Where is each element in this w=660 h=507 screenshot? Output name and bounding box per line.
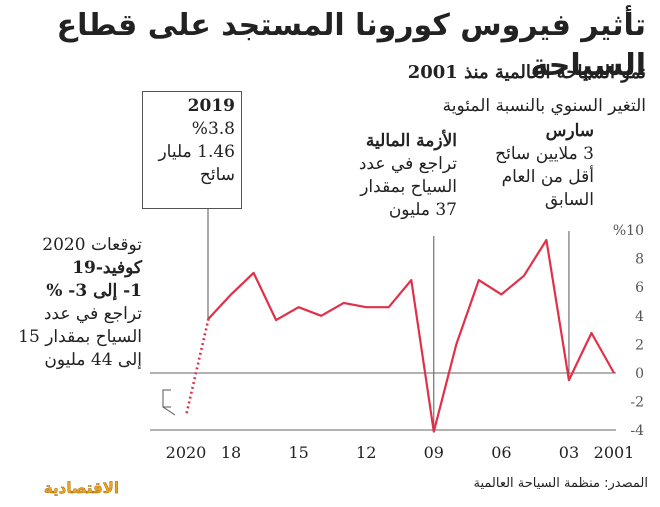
forecast-connector [162,406,176,416]
annotation-forecast-2020: توقعات 2020 كوفيد-19 1- إلى 3- % تراجع ف… [4,234,142,372]
annotation-sars-body: 3 ملايين سائح أقل من العام السابق [495,144,594,210]
series-line-path [207,238,615,433]
annotation-forecast-body: تراجع في عدد السياح بمقدار 15 إلى 44 ملي… [18,304,142,370]
x-tick-2015: 15 [288,443,308,462]
annotation-forecast-heading: توقعات 2020 [42,235,142,255]
x-tick-2006: 06 [491,443,511,462]
annotation-forecast-covid: كوفيد-19 [72,258,142,278]
y-tick--2: -2 [630,395,644,411]
chart-title: تأثير فيروس كورونا المستجد على قطاع السي… [56,8,646,83]
annotation-sars: سارس 3 ملايين سائح أقل من العام السابق [470,120,594,212]
series-line [184,238,615,433]
annotation-2019-box: 2019 %3.8 1.46 مليار سائح [142,91,242,209]
x-tick-2020: 2020 [166,443,207,462]
annotation-sars-title: سارس [545,121,594,141]
publisher-logo: الاقتصادية [44,479,120,497]
annotation-guides [162,209,570,432]
y-tick-0: 0 [635,366,644,382]
y-tick-6: 6 [635,280,644,296]
annotation-crisis-body: تراجع في عدد السياح بمقدار 37 مليون [358,154,457,220]
annotation-forecast-range: 1- إلى 3- % [46,281,142,301]
y-tick-2: 2 [635,337,644,353]
y-tick-labels: %10 8 6 4 2 0 -2 -4 [613,223,644,439]
y-axis-label: التغير السنوي بالنسبة المئوية [442,96,646,116]
y-tick-8: 8 [635,252,644,268]
forecast-bracket [162,389,171,408]
annotation-financial-crisis: الأزمة المالية تراجع في عدد السياح بمقدا… [335,130,457,222]
x-tick-2009: 09 [424,443,444,462]
annotation-crisis-title: الأزمة المالية [365,131,457,151]
x-tick-2003: 03 [559,443,579,462]
x-tick-2018: 18 [221,443,241,462]
x-tick-2012: 12 [356,443,376,462]
annotation-2019-year: 2019 [187,96,235,116]
y-tick-10: %10 [613,223,644,239]
x-tick-2001: 2001 [594,443,635,462]
x-axis [150,372,616,431]
x-tick-labels: 2001 03 06 09 12 15 18 2020 [166,443,635,462]
forecast-line [184,318,210,417]
logo-text: الاقتصادية [44,479,119,497]
source-note: المصدر: منظمة السياحة العالمية [473,476,648,491]
annotation-2019-pct: %3.8 [191,119,235,139]
annotation-2019-count: 1.46 مليار سائح [158,142,235,185]
chart-subtitle: نمو السياحة العالمية منذ 2001 [407,62,646,83]
y-tick-4: 4 [635,309,644,325]
y-tick--4: -4 [630,423,644,439]
